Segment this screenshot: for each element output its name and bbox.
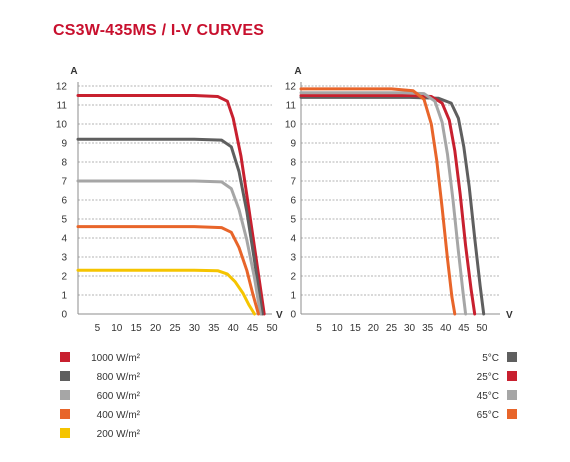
y-tick-label: 3: [61, 253, 67, 264]
x-tick-label: 20: [368, 323, 380, 334]
y-tick-label: 10: [56, 120, 68, 131]
y-tick-label: 1: [61, 291, 67, 302]
x-tick-label: 5: [95, 323, 101, 334]
series-line: [76, 94, 266, 316]
y-tick-label: 1: [290, 291, 296, 302]
legend-swatch: [60, 390, 70, 400]
legend-swatch: [507, 352, 517, 362]
y-tick-label: 12: [285, 82, 297, 93]
x-tick-label: 20: [150, 323, 162, 334]
legend-label: 800 W/m²: [97, 372, 141, 383]
temperature-legend: 5°C 25°C 45°C 65°C: [477, 352, 517, 421]
x-tick-label: 15: [131, 323, 143, 334]
x-tick-label: 5: [316, 323, 322, 334]
legend-label: 5°C: [482, 353, 499, 364]
x-tick-label: 35: [208, 323, 220, 334]
legend-swatch: [60, 371, 70, 381]
x-axis-label: V: [506, 310, 513, 321]
legend-label: 600 W/m²: [97, 391, 141, 402]
y-tick-label: 9: [61, 139, 67, 150]
x-tick-label: 30: [404, 323, 416, 334]
y-axis-label: A: [294, 66, 301, 77]
y-tick-label: 8: [61, 158, 67, 169]
y-axis-label: A: [70, 66, 77, 77]
y-tick-label: 12: [56, 82, 68, 93]
x-tick-label: 50: [476, 323, 488, 334]
y-tick-label: 3: [290, 253, 296, 264]
series-line: [76, 179, 262, 316]
y-tick-label: 11: [57, 101, 68, 112]
x-tick-label: 10: [332, 323, 344, 334]
legend-swatch: [507, 390, 517, 400]
x-tick-label: 45: [458, 323, 470, 334]
y-tick-label: 6: [290, 196, 296, 207]
x-tick-label: 30: [189, 323, 201, 334]
legend-swatch: [60, 409, 70, 419]
y-tick-label: 0: [290, 310, 296, 321]
series-line: [299, 87, 457, 316]
y-tick-label: 0: [61, 310, 67, 321]
legend-label: 65°C: [477, 410, 499, 421]
x-tick-label: 50: [266, 323, 278, 334]
x-tick-label: 15: [350, 323, 362, 334]
y-tick-label: 2: [61, 272, 67, 283]
legend-label: 1000 W/m²: [91, 353, 141, 364]
y-tick-label: 8: [290, 158, 296, 169]
legend-swatch: [60, 352, 70, 362]
y-tick-label: 5: [290, 215, 296, 226]
legend-label: 400 W/m²: [97, 410, 141, 421]
y-tick-label: 10: [285, 120, 297, 131]
series-line: [299, 95, 486, 316]
y-tick-label: 2: [290, 272, 296, 283]
legend-swatch: [507, 371, 517, 381]
legend-swatch: [507, 409, 517, 419]
x-tick-label: 45: [247, 323, 259, 334]
series-line: [299, 91, 468, 316]
x-tick-label: 40: [228, 323, 240, 334]
y-tick-label: 7: [290, 177, 296, 188]
page-title: CS3W-435MS / I-V CURVES: [53, 22, 265, 39]
x-tick-label: 40: [440, 323, 452, 334]
series-line: [76, 225, 260, 316]
y-tick-label: 7: [61, 177, 67, 188]
y-tick-label: 9: [290, 139, 296, 150]
series-line: [76, 137, 264, 316]
y-tick-label: 5: [61, 215, 67, 226]
y-tick-label: 4: [61, 234, 67, 245]
legend-label: 25°C: [477, 372, 499, 383]
x-tick-label: 25: [169, 323, 181, 334]
x-tick-label: 25: [386, 323, 398, 334]
y-tick-label: 6: [61, 196, 67, 207]
y-tick-label: 11: [286, 101, 297, 112]
legend-swatch: [60, 428, 70, 438]
x-tick-label: 10: [111, 323, 123, 334]
x-tick-label: 35: [422, 323, 434, 334]
series-line: [76, 268, 256, 316]
irradiance-legend: 1000 W/m² 800 W/m² 600 W/m² 400 W/m² 200 W/m…: [60, 352, 141, 440]
legend-label: 45°C: [477, 391, 499, 402]
y-tick-label: 4: [290, 234, 296, 245]
x-axis-label: V: [276, 310, 283, 321]
legend-label: 200 W/m²: [97, 429, 141, 440]
